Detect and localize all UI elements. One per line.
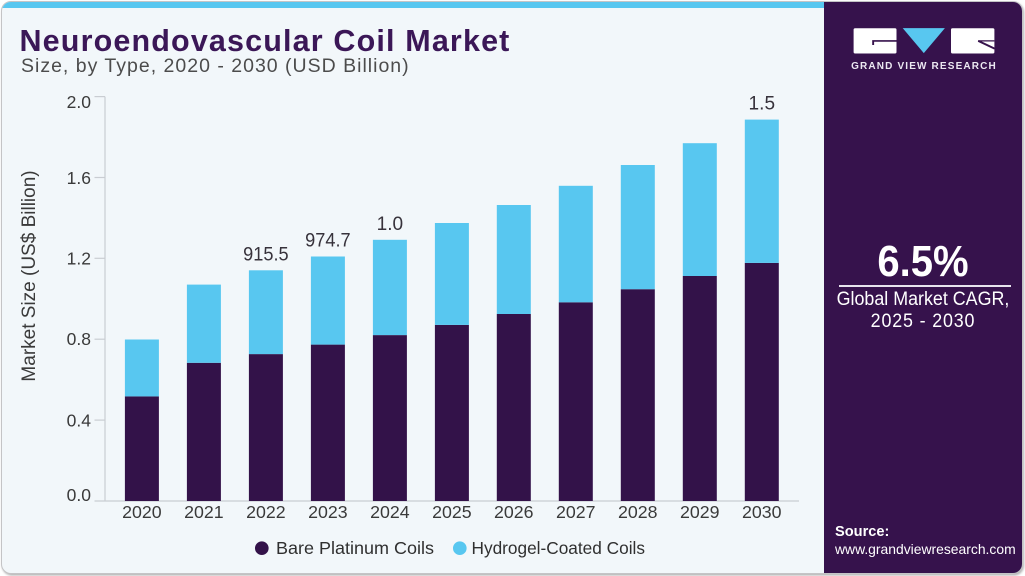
svg-text:Market Size (US$ Billion): Market Size (US$ Billion) [19, 170, 40, 381]
svg-text:2020: 2020 [122, 502, 162, 522]
svg-text:2029: 2029 [680, 502, 720, 522]
svg-text:Bare Platinum Coils: Bare Platinum Coils [276, 538, 434, 558]
svg-text:974.7: 974.7 [305, 230, 351, 252]
svg-text:2026: 2026 [494, 502, 534, 522]
svg-text:0.0: 0.0 [67, 485, 92, 505]
svg-text:1.6: 1.6 [67, 168, 91, 188]
svg-text:1.5: 1.5 [749, 93, 776, 115]
svg-text:0.8: 0.8 [67, 329, 91, 349]
svg-text:2023: 2023 [308, 502, 348, 522]
svg-text:2028: 2028 [618, 502, 658, 522]
svg-text:2021: 2021 [184, 502, 224, 522]
svg-text:Hydrogel-Coated Coils: Hydrogel-Coated Coils [472, 538, 646, 558]
svg-text:2.0: 2.0 [67, 92, 92, 112]
svg-text:1.0: 1.0 [377, 213, 404, 235]
svg-text:2024: 2024 [370, 502, 410, 522]
svg-text:2027: 2027 [556, 502, 596, 522]
svg-text:2030: 2030 [742, 502, 782, 522]
svg-text:2022: 2022 [246, 502, 286, 522]
svg-text:2025: 2025 [432, 502, 472, 522]
svg-text:0.4: 0.4 [67, 411, 92, 431]
svg-text:915.5: 915.5 [243, 243, 289, 265]
svg-text:1.2: 1.2 [67, 249, 91, 269]
